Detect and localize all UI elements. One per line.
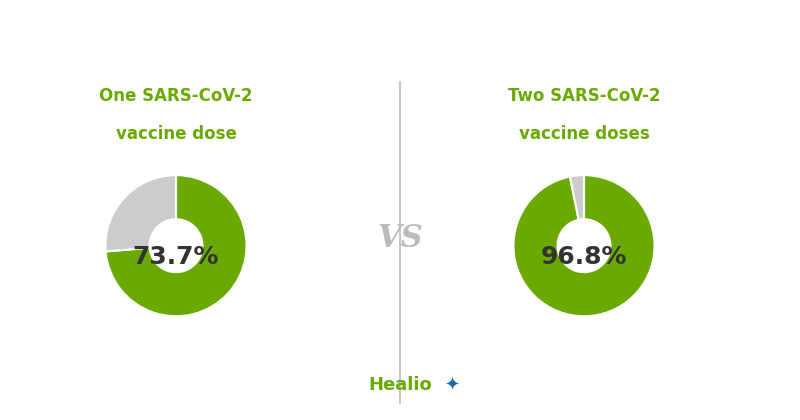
Text: VS: VS bbox=[377, 223, 423, 254]
Wedge shape bbox=[570, 175, 584, 220]
Text: 73.7%: 73.7% bbox=[133, 245, 219, 270]
Text: One SARS-CoV-2: One SARS-CoV-2 bbox=[99, 87, 253, 105]
Text: Healio: Healio bbox=[368, 376, 432, 394]
Wedge shape bbox=[514, 175, 654, 316]
Text: vaccine doses: vaccine doses bbox=[518, 125, 650, 143]
Text: ✦: ✦ bbox=[445, 376, 459, 394]
Wedge shape bbox=[106, 175, 176, 252]
Text: Pooled seroconversion rates following SARS-CoV-2 vaccination in IBD:: Pooled seroconversion rates following SA… bbox=[24, 30, 765, 49]
Text: Two SARS-CoV-2: Two SARS-CoV-2 bbox=[508, 87, 660, 105]
Wedge shape bbox=[106, 175, 246, 316]
Text: 96.8%: 96.8% bbox=[541, 245, 627, 270]
Text: vaccine dose: vaccine dose bbox=[115, 125, 237, 143]
